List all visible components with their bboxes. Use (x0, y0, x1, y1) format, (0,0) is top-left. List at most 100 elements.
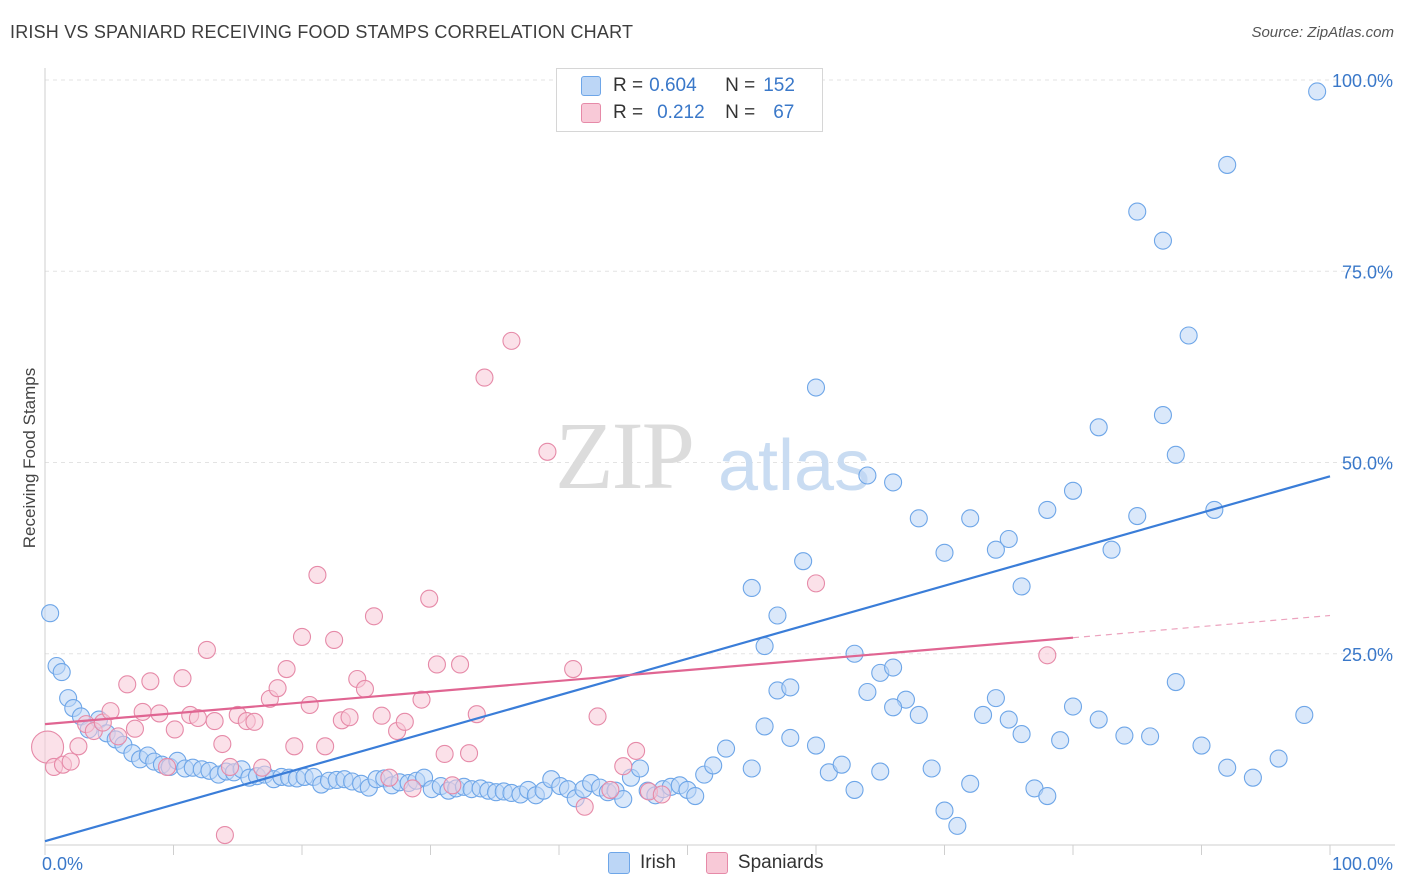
series-legend: Irish Spaniards (608, 852, 853, 874)
point-irish (1115, 726, 1134, 745)
legend-swatch-spaniards (705, 852, 728, 874)
point-spaniards (277, 659, 296, 679)
point-irish (1089, 710, 1108, 729)
point-spaniards (459, 744, 479, 763)
point-irish (1128, 202, 1147, 221)
point-irish (884, 658, 903, 677)
point-irish (755, 717, 774, 736)
point-irish (630, 759, 650, 778)
tick-labels: 25.0% 50.0% 75.0% 100.0% 0.0% 100.0% (42, 71, 1393, 874)
point-irish (1128, 506, 1147, 526)
point-irish (1012, 577, 1031, 596)
point-irish (999, 529, 1018, 549)
legend-r-value: 0.212 (657, 102, 705, 123)
point-irish (742, 578, 761, 598)
point-irish (948, 816, 967, 835)
point-spaniards (538, 442, 557, 461)
legend-row-irish: R = 0.604 N = 152 (581, 74, 795, 98)
point-spaniards (427, 655, 446, 674)
point-irish (845, 780, 864, 799)
point-spaniards (652, 785, 671, 804)
legend-swatch-spaniards (581, 103, 601, 123)
point-irish (1063, 697, 1083, 716)
point-irish (909, 509, 928, 528)
legend-item-spaniards: Spaniards (705, 852, 824, 874)
legend-row-spaniards: R = 0.212 N = 67 (581, 101, 794, 125)
point-spaniards (316, 737, 335, 756)
x-tick-label: 100.0% (1332, 854, 1393, 874)
point-irish (1051, 731, 1070, 750)
point-irish (832, 755, 851, 774)
y-tick-label: 50.0% (1342, 454, 1393, 474)
point-irish (742, 759, 761, 778)
point-irish (1243, 768, 1262, 787)
point-spaniards (308, 565, 327, 585)
axes (44, 68, 1395, 855)
point-irish (41, 604, 60, 623)
point-irish (1218, 758, 1237, 777)
point-spaniards (253, 758, 272, 777)
point-spaniards (412, 690, 431, 709)
point-irish (1166, 673, 1185, 692)
point-spaniards (475, 368, 494, 387)
trend-line-spaniards (44, 636, 1074, 726)
point-irish (716, 739, 736, 758)
y-tick-label: 25.0% (1342, 645, 1393, 665)
legend-n-value: 67 (773, 102, 795, 123)
point-irish (768, 606, 787, 625)
y-tick-label: 75.0% (1342, 262, 1393, 282)
point-irish (845, 644, 864, 663)
point-spaniards (403, 779, 422, 798)
y-tick-label: 100.0% (1332, 71, 1393, 91)
point-irish (1192, 736, 1211, 755)
legend-item-irish: Irish (608, 852, 676, 874)
watermark: ZIP atlas (555, 402, 870, 509)
point-spaniards (451, 655, 470, 674)
point-spaniards (601, 780, 620, 799)
point-irish (1295, 705, 1314, 725)
point-spaniards (125, 719, 144, 738)
point-irish (704, 756, 723, 775)
point-spaniards (1038, 646, 1057, 665)
legend-r-label: R = (613, 75, 644, 96)
watermark-atlas: atlas (718, 426, 870, 506)
point-spaniards (213, 734, 232, 754)
point-spaniards (141, 672, 160, 691)
point-irish (986, 540, 1005, 559)
trend-line-extension-spaniards (1072, 614, 1331, 639)
point-spaniards (588, 707, 607, 726)
point-spaniards (502, 331, 521, 350)
point-irish (1153, 231, 1172, 250)
point-spaniards (806, 574, 826, 593)
legend-n-value: 152 (763, 75, 795, 96)
x-tick-label: 0.0% (42, 854, 83, 874)
point-irish (806, 736, 826, 755)
point-irish (806, 378, 826, 397)
point-irish (935, 543, 954, 562)
point-irish (884, 698, 903, 717)
point-irish (686, 786, 705, 806)
point-spaniards (364, 607, 384, 626)
point-irish (961, 509, 980, 528)
point-spaniards (340, 708, 359, 727)
point-irish (1038, 500, 1057, 519)
point-irish (1012, 725, 1031, 744)
grid-lines (45, 79, 1395, 655)
point-spaniards (109, 727, 128, 746)
point-spaniards (372, 706, 391, 725)
point-irish (961, 774, 980, 793)
point-irish (755, 637, 774, 656)
point-irish (973, 705, 993, 725)
legend-swatch-irish (608, 852, 630, 874)
legend-n-label: N = (725, 102, 756, 123)
legend-label-spaniards: Spaniards (737, 852, 824, 873)
point-irish (1063, 481, 1083, 500)
point-irish (999, 710, 1018, 729)
point-spaniards (205, 712, 224, 731)
legend-swatch-irish (581, 76, 601, 96)
point-irish (614, 790, 633, 809)
point-irish (1038, 786, 1057, 806)
point-irish (781, 678, 800, 697)
legend-r-value: 0.604 (649, 75, 697, 96)
